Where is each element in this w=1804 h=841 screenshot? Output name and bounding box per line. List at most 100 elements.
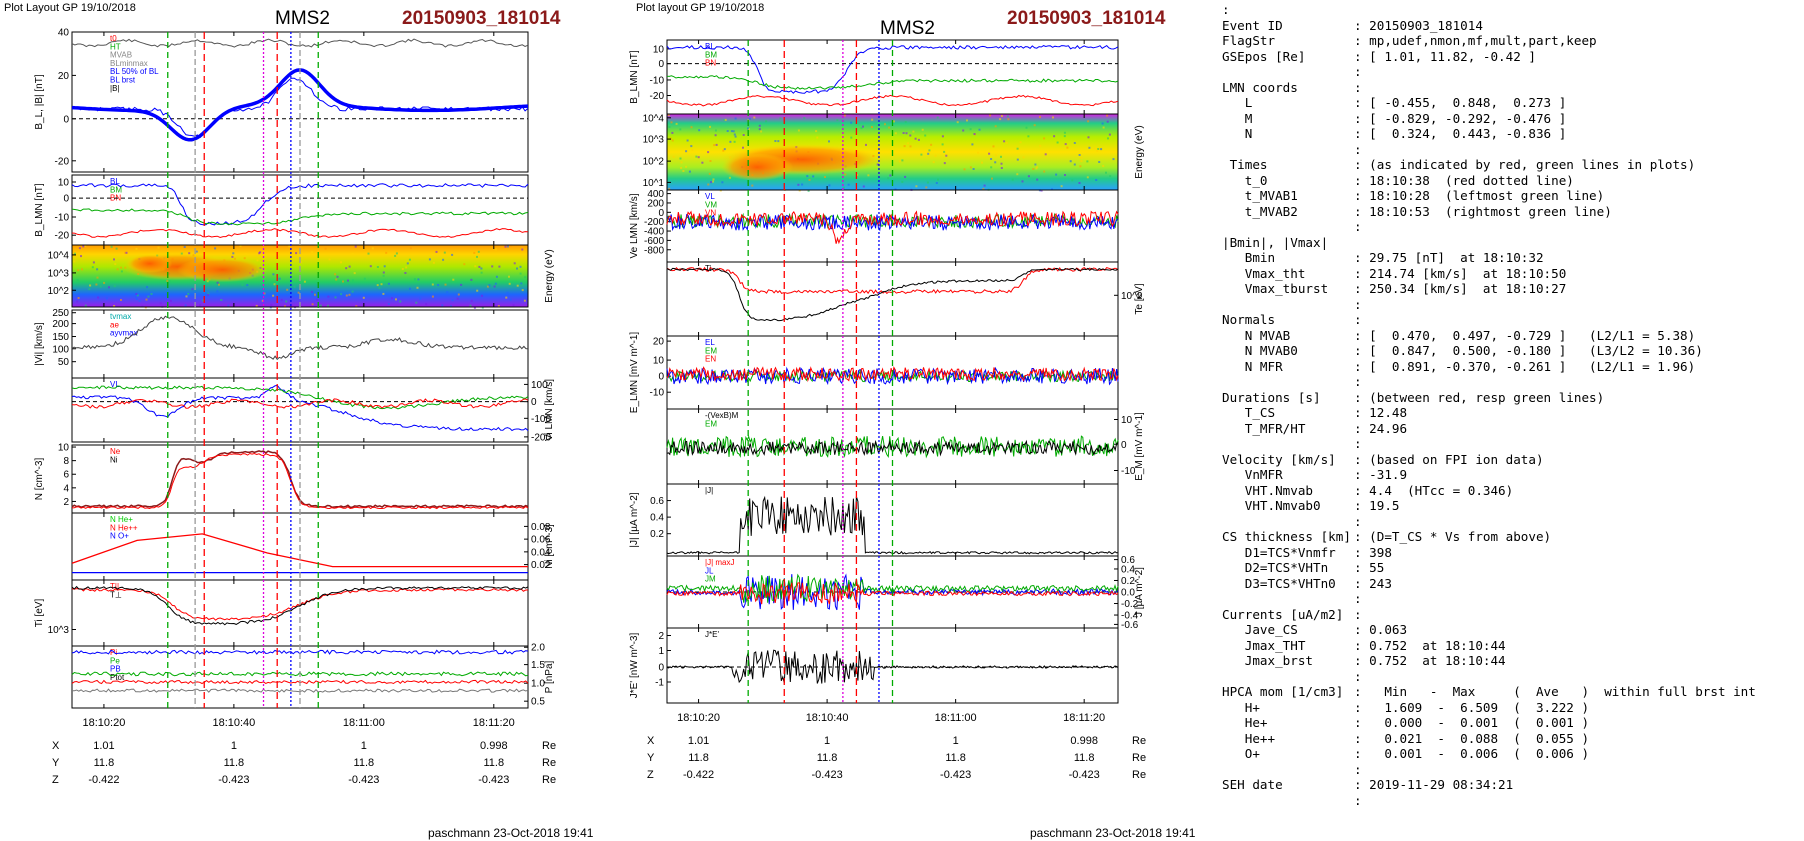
info-value: : 2019-11-29 08:34:21 (1354, 777, 1514, 792)
spectrogram-pixel (295, 252, 298, 255)
spectrogram-pixel (1101, 122, 1104, 125)
spectrogram-pixel (722, 149, 725, 152)
info-line: Event ID: 20150903_181014 (1222, 18, 1802, 34)
spectrogram-pixel (136, 298, 138, 300)
spectrogram-pixel (521, 248, 524, 251)
spectrogram-pixel (733, 133, 736, 136)
spectrogram-pixel (1006, 115, 1009, 118)
spectrogram-pixel (1078, 154, 1081, 156)
spectrogram-pixel (135, 247, 138, 250)
spectrogram-pixel (714, 134, 717, 137)
spectrogram-pixel (443, 251, 446, 254)
spectrogram-pixel (1003, 140, 1006, 143)
spectrogram-pixel (147, 295, 150, 298)
spectrogram-pixel (758, 128, 761, 131)
spectrogram-pixel (336, 275, 339, 278)
legend-entry: T⊥ (110, 590, 122, 599)
spectrogram-pixel (715, 143, 718, 146)
spectrogram-pixel (1060, 185, 1063, 188)
y-tick-label: -10 (650, 75, 665, 86)
x-tick-label: 18:11:00 (343, 717, 385, 729)
spectrogram-pixel (1066, 146, 1069, 149)
panel: 0.60.40.20.0-0.2-0.4-0.6 J [µA m^-2] |J| m… (666, 555, 1145, 631)
spectrogram-pixel (969, 166, 972, 169)
spectrogram-pixel (395, 252, 398, 255)
spectrogram-pixel (1073, 163, 1076, 166)
y-tick-label: -20 (650, 91, 665, 102)
spectrogram-pixel (324, 247, 327, 250)
spectrogram-pixel (476, 289, 479, 292)
spectrogram-pixel (477, 250, 480, 253)
spectrogram-pixel (1011, 178, 1014, 181)
y-tick-label: 0.08 (531, 522, 551, 533)
y-tick-label: 400 (647, 189, 664, 200)
spectrogram-pixel (353, 272, 356, 275)
series-line (71, 585, 529, 626)
info-key: GSEpos [Re] (1222, 48, 1306, 64)
spectrogram-pixel (969, 128, 972, 131)
spectrogram-pixel (311, 290, 313, 293)
spectrogram-pixel (909, 145, 912, 148)
legend-entry: |B| (110, 84, 120, 93)
spectrogram-pixel (667, 150, 670, 153)
info-key: t_MVAB1 (1222, 188, 1298, 203)
spectrogram-pixel (414, 278, 417, 281)
spectrogram-pixel (516, 284, 519, 287)
spectrogram-pixel (801, 183, 804, 186)
position-row-label: Y (52, 757, 60, 769)
spectrogram-pixel (1016, 158, 1019, 161)
spectrogram-pixel (157, 246, 160, 249)
info-key: He++ (1222, 730, 1276, 746)
spectrogram-pixel (734, 135, 737, 138)
spectrogram-pixel (797, 183, 800, 186)
spectrogram-pixel (124, 251, 127, 254)
spectrogram-pixel (726, 130, 729, 132)
spectrogram-pixel (730, 130, 733, 133)
spectrogram-pixel (451, 253, 454, 256)
info-line: VHT.Nmvab: 4.4 (HTcc = 0.346) (1222, 483, 1802, 499)
info-value: : [ 0.470, 0.497, -0.729 ] (L2/L1 = 5.38… (1354, 327, 1696, 343)
spectrogram-pixel (506, 245, 509, 248)
spectrogram-pixel (297, 291, 300, 294)
spectrogram-pixel (669, 137, 672, 140)
y-tick-label: 0.4 (1121, 564, 1135, 575)
spectrogram-pixel (712, 178, 715, 181)
spectrogram-pixel (1063, 131, 1066, 134)
info-key: D1=TCS*Vnmfr (1222, 544, 1336, 560)
legend-entry: BM (705, 50, 717, 59)
position-value: 11.8 (484, 757, 505, 769)
spectrogram-pixel (108, 286, 110, 289)
info-key: He+ (1222, 715, 1268, 730)
y-axis-label: J [µA m^-2] (1134, 567, 1145, 617)
spectrogram-pixel (491, 265, 494, 268)
spectrogram-pixel (73, 260, 76, 263)
position-unit: Re (542, 740, 556, 752)
spectrogram-pixel (1000, 115, 1003, 117)
info-value: : 1.609 - 6.509 ( 3.222 ) (1354, 699, 1590, 715)
spectrogram-pixel (994, 125, 997, 128)
spectrogram-pixel (345, 267, 348, 270)
info-value: : (1354, 792, 1362, 808)
spectrogram-pixel (701, 161, 704, 164)
info-key: Vmax_tht (1222, 265, 1306, 281)
y-axis-label: Ve LMN [km/s] (629, 193, 640, 258)
info-key: D2=TCS*VHTn (1222, 560, 1329, 575)
legend-entry: HT (110, 42, 121, 51)
info-line: t_MVAB2: 18:10:53 (rightmost green line) (1222, 204, 1802, 220)
spectrogram-pixel (971, 143, 974, 146)
info-key: Currents [uA/m2] (1222, 606, 1344, 622)
legend-entry: JM (705, 575, 716, 584)
spectrogram-pixel (1078, 182, 1081, 184)
y-tick-label: 6 (63, 470, 69, 481)
info-value: : [ -0.455, 0.848, 0.273 ] (1354, 95, 1567, 110)
spectrogram-pixel (419, 297, 422, 300)
spectrogram-pixel (78, 293, 80, 296)
spectrogram-pixel (1036, 166, 1039, 169)
spectrogram-pixel (1022, 156, 1025, 159)
info-line: Velocity [km/s]: (based on FPI ion data) (1222, 452, 1802, 468)
y-tick-label: 0.06 (531, 535, 551, 546)
spectrogram-pixel (220, 299, 223, 301)
spectrogram-pixel (113, 305, 116, 307)
info-value: : 250.34 [km/s] at 18:10:27 (1354, 281, 1567, 296)
spectrogram-pixel (723, 148, 726, 151)
